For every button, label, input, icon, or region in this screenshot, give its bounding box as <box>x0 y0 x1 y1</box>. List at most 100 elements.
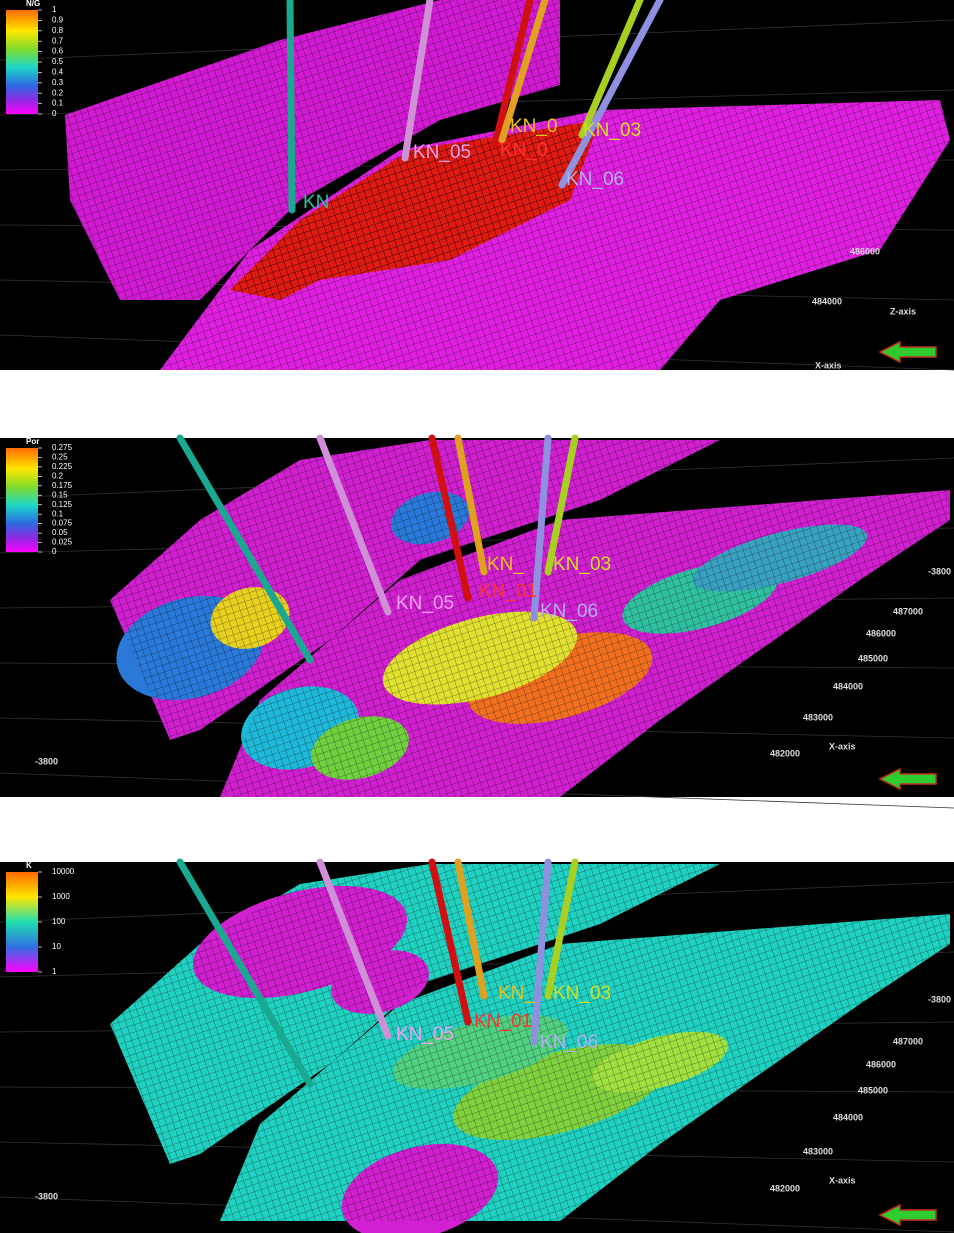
legend-label: 0.6 <box>52 47 64 56</box>
axis-label: 487000 <box>893 606 923 616</box>
legend-label: 0.5 <box>52 57 64 66</box>
well-path <box>286 0 296 214</box>
legend-label: 0.8 <box>52 26 64 35</box>
axis-label: -3800 <box>35 1191 58 1201</box>
well-label: KN_05 <box>413 142 471 163</box>
legend-label: 0 <box>52 109 57 118</box>
surface-grid <box>65 0 560 300</box>
well-label: KN_01 <box>474 1011 532 1032</box>
orientation-arrow <box>878 767 937 791</box>
well-label: KN_0 <box>500 140 548 161</box>
legend-label: 1000 <box>52 892 70 901</box>
axis-label: 486000 <box>866 1059 896 1069</box>
surface-grid <box>110 864 720 1164</box>
axis-label: X-axis <box>829 1175 856 1185</box>
axis-label: 485000 <box>858 1085 888 1095</box>
axis-label: 483000 <box>803 1146 833 1156</box>
legend-label: 0.7 <box>52 36 64 45</box>
well-path <box>498 0 549 144</box>
color-bar <box>6 448 38 552</box>
legend-label: 1 <box>52 967 57 976</box>
orientation-arrow <box>878 1203 937 1227</box>
legend-label: 0.9 <box>52 16 64 25</box>
legend-label: 0.2 <box>52 88 64 97</box>
surface-grid <box>230 120 600 300</box>
legend-label: 0.3 <box>52 78 64 87</box>
well-label: KN_06 <box>540 1032 598 1053</box>
axis-label: -3800 <box>928 566 951 576</box>
legend-label: 0.275 <box>52 443 73 452</box>
well-label: KN_05 <box>396 1024 454 1045</box>
well-label: KN <box>303 192 329 213</box>
surface-grid <box>220 914 950 1221</box>
viewer-panel: KN_ KN_03KN_05KN_01KN_06-3800487000486000… <box>0 858 954 1233</box>
legend-label: 10 <box>52 942 61 951</box>
well-label: KN_06 <box>540 601 598 622</box>
axis-label: -3800 <box>928 994 951 1004</box>
color-bar <box>6 10 38 114</box>
axis-label: 485000 <box>858 653 888 663</box>
axis-label: Z-axis <box>890 306 916 316</box>
legend-label: 0.05 <box>52 528 68 537</box>
well-label: KN_03 <box>583 120 641 141</box>
surface-grid <box>220 490 950 797</box>
axis-label: 483000 <box>803 712 833 722</box>
axis-label: 482000 <box>770 748 800 758</box>
legend-label: 0.1 <box>52 509 64 518</box>
legend-label: 0.175 <box>52 481 73 490</box>
legend-label: 0.15 <box>52 490 68 499</box>
legend-label: 0.025 <box>52 538 73 547</box>
well-path <box>428 434 472 602</box>
axis-label: 482000 <box>770 1183 800 1193</box>
well-path <box>316 434 392 616</box>
axis-label: 484000 <box>833 681 863 691</box>
orientation-arrow <box>878 340 937 364</box>
legend-title: K <box>26 861 32 870</box>
legend-label: 0.1 <box>52 99 64 108</box>
well-label: KN_0 <box>510 116 558 137</box>
well-label: KN_ <box>487 554 524 575</box>
well-label: KN_03 <box>553 554 611 575</box>
well-path <box>316 858 392 1040</box>
axis-label: 486000 <box>866 628 896 638</box>
well-path <box>578 0 644 139</box>
well-path <box>428 858 472 1026</box>
well-path <box>401 0 434 162</box>
well-path <box>558 0 664 189</box>
color-bar <box>6 872 38 972</box>
axis-label: -3800 <box>35 756 58 766</box>
well-path <box>176 434 314 664</box>
legend-label: 0.225 <box>52 462 73 471</box>
well-path <box>544 858 579 1000</box>
legend-label: 0 <box>52 547 57 556</box>
well-path <box>491 0 534 149</box>
axis-label: X-axis <box>815 360 842 370</box>
surface-grid <box>160 100 950 370</box>
axis-label: 484000 <box>812 296 842 306</box>
well-label: KN_01 <box>479 581 537 602</box>
well-path <box>176 858 314 1088</box>
legend-title: Por <box>26 437 39 446</box>
legend-label: 0.075 <box>52 519 73 528</box>
legend-label: 0.125 <box>52 500 73 509</box>
legend-label: 10000 <box>52 867 75 876</box>
legend-label: 0.4 <box>52 68 64 77</box>
axis-label: 487000 <box>893 1036 923 1046</box>
viewer-panel: KN_0 KN_03 KN_05 KN_0 KN_06 KN 486000 484000 Z-a… <box>0 0 954 371</box>
well-path <box>454 858 488 1000</box>
well-label: KN_06 <box>566 169 624 190</box>
well-path <box>530 858 552 1046</box>
legend-label: 100 <box>52 917 66 926</box>
axis-label: 486000 <box>850 246 880 256</box>
well-path <box>530 434 552 622</box>
axis-label: X-axis <box>829 741 856 751</box>
legend-label: 0.2 <box>52 471 64 480</box>
legend-label: 1 <box>52 5 57 14</box>
legend-label: 0.25 <box>52 453 68 462</box>
well-label: KN_05 <box>396 593 454 614</box>
surface-grid <box>110 440 720 740</box>
well-path <box>544 434 579 576</box>
legend-title: N/G <box>26 0 40 8</box>
